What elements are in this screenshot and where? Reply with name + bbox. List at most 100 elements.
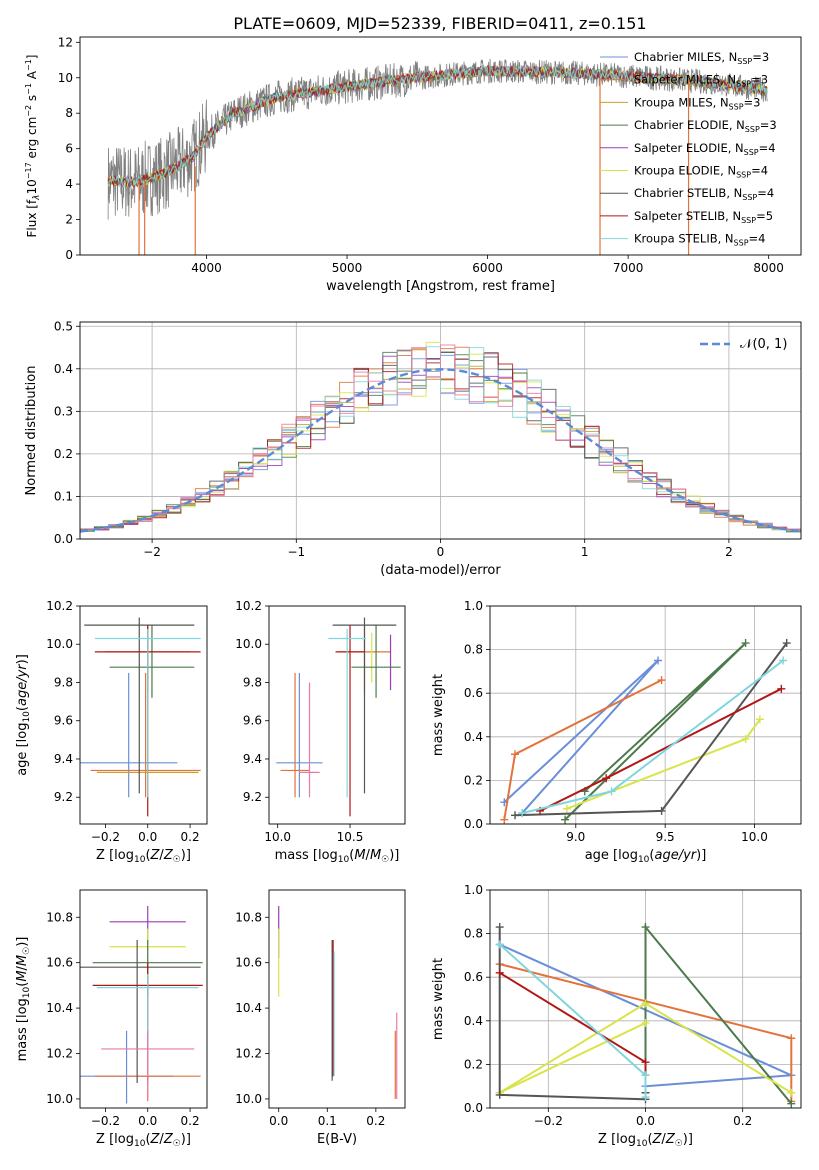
model-spectrum-7 bbox=[107, 64, 768, 188]
label-part: Z bbox=[163, 1132, 174, 1147]
label-part: 10 bbox=[134, 1139, 146, 1149]
legend-subscript: SSP bbox=[737, 57, 752, 66]
figure-title: PLATE=0609, MJD=52339, FIBERID=0411, z=0… bbox=[233, 14, 646, 33]
spectrum-frame bbox=[79, 36, 802, 256]
weight-marker bbox=[741, 639, 750, 648]
label-part: / bbox=[159, 848, 164, 863]
label-part: (data-model)/error bbox=[380, 563, 501, 578]
label-part: ☉ bbox=[381, 855, 389, 865]
y-tick-label: 10.0 bbox=[235, 637, 262, 651]
y-tick-label: 10.0 bbox=[235, 1092, 262, 1106]
y-tick-label: 10.8 bbox=[235, 910, 262, 924]
legend-nssp: =4 bbox=[759, 141, 776, 155]
mass_weight_vs_Z-y-axis-label: mass weight bbox=[431, 958, 446, 1040]
y-tick-label: 0.8 bbox=[464, 927, 483, 941]
legend-entry-6: Chabrier STELIB, NSSP=4 bbox=[634, 186, 774, 202]
legend-nssp: =3 bbox=[744, 95, 761, 109]
label-part: ( bbox=[145, 848, 150, 863]
x-tick-label: 0.2 bbox=[366, 1114, 385, 1128]
legend-nssp: =3 bbox=[751, 73, 768, 87]
label-part: )] bbox=[389, 848, 399, 863]
y-tick-label: 0.6 bbox=[464, 970, 483, 984]
mass_weight_vs_age-frame bbox=[489, 605, 802, 825]
legend-entry-3: Chabrier ELODIE, NSSP=3 bbox=[634, 118, 777, 134]
legend-subscript: SSP bbox=[741, 216, 756, 225]
label-part: Z [log bbox=[598, 1132, 636, 1147]
legend-nssp: =3 bbox=[760, 118, 777, 132]
y-tick-label: 10.6 bbox=[46, 956, 73, 970]
weight-marker bbox=[511, 750, 520, 759]
y-tick-label: 9.4 bbox=[54, 752, 73, 766]
label-part: age/yr bbox=[15, 663, 30, 706]
legend-entry-5: Kroupa ELODIE, NSSP=4 bbox=[634, 164, 768, 180]
legend-entry-2: Kroupa MILES, NSSP=3 bbox=[634, 95, 760, 111]
spectrum-y-axis-label: Flux [fλ10−17 erg cm−2 s−1 A−1] bbox=[24, 55, 42, 238]
weight-marker bbox=[607, 787, 616, 796]
y-tick-label: 10.0 bbox=[46, 1092, 73, 1106]
weight-line-5 bbox=[498, 927, 647, 1101]
label-part: ( bbox=[349, 848, 354, 863]
label-part: Z [log bbox=[96, 1132, 134, 1147]
weight-marker bbox=[500, 815, 509, 824]
label-part: E(B-V) bbox=[317, 1132, 357, 1147]
label-part: 10 bbox=[636, 1139, 648, 1149]
mass_vs_Z-y-axis-label: mass [log10(M/M☉)] bbox=[15, 937, 32, 1062]
label-part: −1 bbox=[24, 59, 33, 71]
weight-line-4 bbox=[499, 1022, 646, 1094]
label-part: Flux [f bbox=[25, 199, 39, 237]
mass_weight_vs_age-x-axis-label: age [log10(age/yr)] bbox=[585, 848, 707, 865]
y-tick-label: 9.8 bbox=[243, 675, 262, 689]
legend-model-name: Chabrier ELODIE, N bbox=[634, 118, 745, 132]
x-tick-label: 10.0 bbox=[741, 830, 768, 844]
label-part: −2 bbox=[24, 105, 33, 117]
label-part: )] bbox=[15, 654, 30, 664]
label-part: ( bbox=[647, 1132, 652, 1147]
mass_weight_vs_age-y-axis-label: mass weight bbox=[431, 674, 446, 756]
legend-model-name: Chabrier STELIB, N bbox=[634, 186, 742, 200]
y-tick-label: 10.0 bbox=[46, 637, 73, 651]
legend-model-name: Salpeter ELODIE, N bbox=[634, 141, 744, 155]
label-part: 10 bbox=[22, 711, 32, 723]
y-tick-label: 10.8 bbox=[46, 910, 73, 924]
label-part: mass weight bbox=[431, 674, 446, 756]
y-tick-label: 6 bbox=[65, 142, 73, 156]
residuals-axes: −2 −1 0 1 2 0.0 0.1 0.2 0.3 0.4 0.5 (data-model)/er… bbox=[24, 319, 802, 578]
legend-entry-7: Salpeter STELIB, NSSP=5 bbox=[634, 209, 773, 225]
weight-marker bbox=[495, 923, 504, 932]
weight-marker bbox=[561, 815, 570, 824]
weight-marker bbox=[741, 734, 750, 743]
age_vs_mass-x-axis-label: mass [log10(M/M☉)] bbox=[275, 848, 400, 865]
weight-marker bbox=[782, 639, 791, 648]
weight-marker bbox=[777, 684, 786, 693]
observed-spectrum-line bbox=[107, 58, 768, 220]
mass_vs_ebv-plot-area bbox=[278, 905, 398, 1099]
weight-line-5 bbox=[539, 687, 782, 812]
mass_vs_Z-axes: −0.2 0.0 0.210.010.210.410.610.8Z [log10(Z… bbox=[15, 889, 208, 1149]
spectrum-axes: 4000 5000 6000 7000 8000 0 2 4 6 8 10 12 wavelength … bbox=[24, 35, 802, 294]
legend-entry-1: Salpeter MILES, NSSP=3 bbox=[634, 73, 768, 89]
weight-marker bbox=[779, 656, 788, 665]
y-tick-label: 1.0 bbox=[464, 883, 483, 897]
mass_weight_vs_Z-axes: −0.2 0.0 0.20.00.20.40.60.81.0Z [log10(Z/Z… bbox=[431, 883, 802, 1149]
weight-marker bbox=[787, 1099, 796, 1108]
x-tick-label: −0.2 bbox=[534, 1114, 563, 1128]
weight-line-6 bbox=[499, 971, 647, 1076]
mass_vs_ebv-x-axis-label: E(B-V) bbox=[317, 1132, 357, 1147]
label-part: ] bbox=[25, 55, 39, 60]
mass_vs_Z-frame bbox=[79, 889, 208, 1109]
x-tick-label: 8000 bbox=[753, 261, 784, 275]
weight-marker bbox=[641, 1071, 650, 1080]
x-tick-label: 10.5 bbox=[337, 830, 364, 844]
legend-nssp: =4 bbox=[751, 164, 768, 178]
weight-marker bbox=[495, 968, 504, 977]
x-tick-label: 0 bbox=[437, 545, 445, 559]
age_vs_Z-x-axis-label: Z [log10(Z/Z☉)] bbox=[96, 848, 191, 865]
label-part: )] bbox=[15, 937, 30, 947]
age_vs_mass-frame bbox=[268, 605, 406, 825]
residuals-frame bbox=[79, 321, 802, 540]
y-tick-label: 2 bbox=[65, 213, 73, 227]
x-tick-label: −0.2 bbox=[91, 1114, 120, 1128]
y-tick-label: 1.0 bbox=[464, 599, 483, 613]
y-tick-label: 0.4 bbox=[54, 362, 73, 376]
